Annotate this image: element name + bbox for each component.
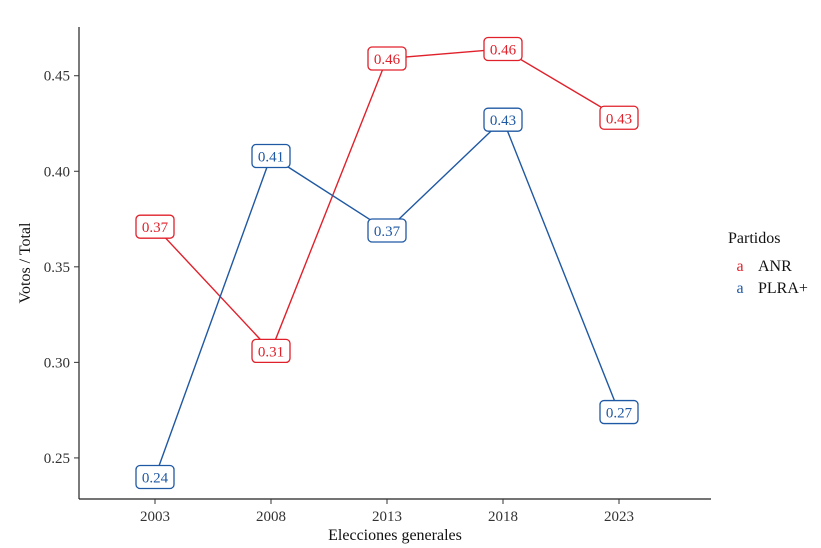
x-axis-title: Elecciones generales (328, 527, 462, 544)
data-label: 0.41 (251, 143, 291, 169)
data-label-text: 0.46 (490, 42, 517, 58)
legend-label: PLRA+ (758, 280, 808, 297)
data-label-box (367, 46, 407, 71)
legend-key: a (736, 258, 743, 275)
data-label: 0.27 (599, 399, 639, 425)
x-tick-label: 2003 (140, 509, 170, 525)
data-labels: 0.37 0.31 0.46 0.46 0.43 0.24 0.41 0.37 0.43 0.27 (135, 36, 639, 490)
data-label-text: 0.41 (258, 149, 284, 165)
y-ticks: 0.25 0.30 0.35 0.40 0.45 (44, 69, 79, 467)
x-tick-label: 2008 (256, 509, 286, 525)
data-label-text: 0.27 (606, 406, 633, 422)
y-tick-label: 0.25 (44, 451, 70, 467)
data-label-box (367, 218, 407, 243)
data-label-box (135, 214, 175, 239)
data-label: 0.37 (367, 218, 407, 243)
x-ticks: 2003 2008 2013 2018 2023 (140, 499, 634, 525)
data-label: 0.43 (599, 105, 639, 130)
y-tick-label: 0.30 (44, 355, 70, 371)
data-label-text: 0.24 (142, 471, 169, 487)
data-label-box (135, 464, 175, 490)
y-axis-title: Votos / Total (17, 222, 34, 304)
legend-label: ANR (758, 258, 792, 275)
data-label-text: 0.46 (374, 52, 401, 68)
data-label-box (251, 143, 291, 169)
data-label-text: 0.43 (490, 113, 516, 129)
data-label: 0.24 (135, 464, 175, 490)
data-label: 0.46 (483, 36, 523, 62)
y-tick-label: 0.40 (44, 164, 70, 180)
data-label-text: 0.31 (258, 344, 284, 360)
data-label-box (251, 338, 291, 364)
legend-key: a (736, 280, 743, 297)
series-line-plra (154, 118, 620, 478)
data-label-box (483, 36, 523, 62)
x-tick-label: 2013 (372, 509, 402, 525)
data-label-text: 0.43 (606, 111, 632, 127)
data-label-box (599, 105, 639, 130)
data-label-text: 0.37 (142, 220, 169, 236)
data-label: 0.31 (251, 338, 291, 364)
y-tick-label: 0.35 (44, 260, 70, 276)
legend-title: Partidos (728, 230, 780, 247)
series-lines (154, 48, 620, 478)
data-label-box (483, 107, 523, 132)
legend: Partidos a ANR a PLRA+ (728, 230, 808, 297)
axes (78, 27, 711, 500)
data-label-text: 0.37 (374, 224, 401, 240)
series-line-anr (154, 48, 620, 353)
data-label: 0.43 (483, 107, 523, 132)
x-tick-label: 2018 (488, 509, 518, 525)
x-tick-label: 2023 (604, 509, 634, 525)
y-tick-label: 0.45 (44, 69, 70, 85)
data-label-box (599, 399, 639, 425)
data-label: 0.37 (135, 214, 175, 239)
data-label: 0.46 (367, 46, 407, 71)
